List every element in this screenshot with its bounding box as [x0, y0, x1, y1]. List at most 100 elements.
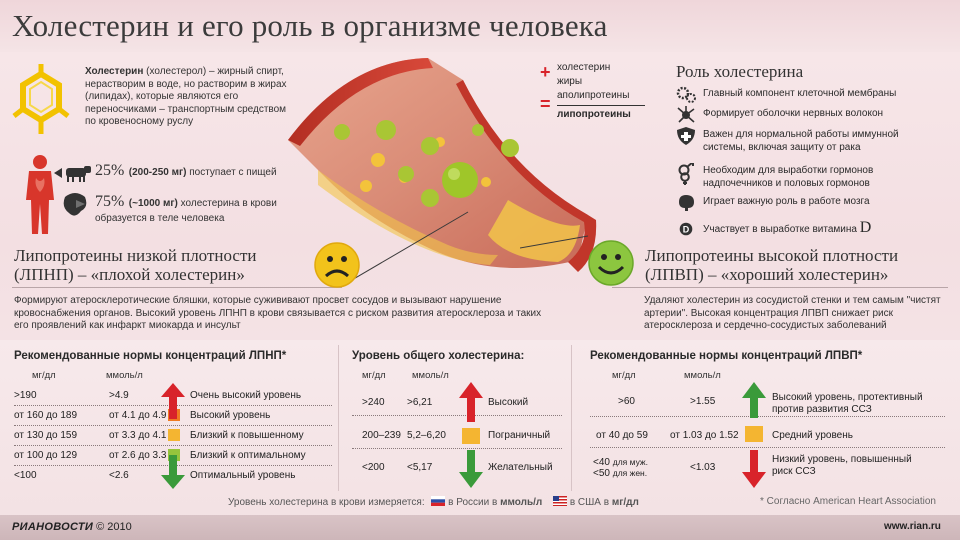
- hdl-table-title: Рекомендованные нормы концентраций ЛПВП*: [590, 350, 863, 362]
- ldl-heading: Липопротеины низкой плотности (ЛПНП) – «…: [14, 246, 257, 284]
- ldl-mmol-value: <2.6: [109, 470, 129, 481]
- ldl-scale-arrow: [161, 383, 185, 489]
- ldl-table-row: от 160 до 189 от 4.1 до 4.9 Высокий уровен…: [14, 410, 334, 424]
- measure-note: Уровень холестерина в крови измеряется: …: [228, 496, 639, 508]
- brain-icon: [679, 195, 694, 211]
- ldl-table-title: Рекомендованные нормы концентраций ЛПНП*: [14, 350, 287, 362]
- footer-brand: РИАНОВОСТИ © 2010: [12, 521, 132, 533]
- page-title: Холестерин и его роль в организме челове…: [12, 8, 608, 43]
- tables-area: [0, 340, 960, 515]
- hdl-table-row: >60 >1.55 Высокий уровень, протективный про…: [590, 392, 950, 424]
- total-col-mmol: ммоль/л: [412, 370, 449, 381]
- divider-right: [571, 345, 572, 491]
- total-table-row: <200 <5,17 Желательный: [352, 462, 562, 476]
- ldl-level-label: Высокий уровень: [190, 410, 271, 421]
- ldl-level-label: Близкий к повышенному: [190, 430, 304, 441]
- row-divider: [352, 448, 562, 449]
- ldl-mmol-value: >4.9: [109, 390, 129, 401]
- ldl-mg-value: от 160 до 189: [14, 410, 78, 421]
- artery-illustration: [288, 58, 597, 272]
- ldl-mmol-value: от 4.1 до 4.9: [109, 410, 167, 421]
- ldl-mmol-value: от 3.3 до 4.1: [109, 430, 167, 441]
- russia-flag-icon: [431, 496, 446, 506]
- body-share: 75% (~1000 мг) холестерина в крови образ…: [95, 193, 277, 224]
- hdl-scale-arrow: [742, 382, 766, 488]
- ldl-mmol-value: от 2.6 до 3.3: [109, 450, 167, 461]
- row-divider: [14, 425, 332, 426]
- hdl-col-mmol: ммоль/л: [684, 370, 721, 381]
- hdl-underline: [612, 287, 948, 288]
- total-mg-value: >240: [362, 397, 385, 408]
- total-level-label: Высокий: [488, 397, 529, 408]
- total-level-label: Пограничный: [488, 430, 551, 441]
- formula: + холестерин жиры аполипротеины = липопр…: [537, 61, 667, 122]
- ldl-mg-value: от 130 до 159: [14, 430, 78, 441]
- footer: [0, 515, 960, 540]
- total-mmol-value: <5,17: [407, 462, 433, 473]
- ldl-table-row: от 130 до 159 от 3.3 до 4.1 Близкий к повы…: [14, 430, 334, 444]
- row-divider: [14, 445, 332, 446]
- hdl-level-label: Высокий уровень, протективный против разв…: [772, 392, 923, 415]
- ldl-level-swatch: [168, 429, 180, 441]
- hdl-mmol-value: >1.55: [690, 396, 716, 407]
- total-scale-arrow: [459, 382, 483, 488]
- ldl-pointer-line: [340, 211, 469, 288]
- ldl-mg-value: >190: [14, 390, 37, 401]
- total-table-row: >240 >6,21 Высокий: [352, 397, 562, 411]
- total-table-row: 200–239 5,2–6,20 Пограничный: [352, 430, 562, 444]
- food-share: 25% (200-250 мг) поступает с пищей: [95, 162, 277, 179]
- ldl-mg-value: <100: [14, 470, 37, 481]
- cholesterol-definition: Холестерин (холестерол) – жирный спирт, …: [85, 66, 287, 127]
- equals-sign: =: [540, 94, 551, 114]
- sad-face-icon: [314, 242, 360, 288]
- hdl-level-label: Средний уровень: [772, 430, 853, 441]
- gender-icon: [678, 163, 694, 185]
- ldl-table-row: от 100 до 129 от 2.6 до 3.3 Близкий к опти…: [14, 450, 334, 464]
- title-bar: [0, 0, 960, 52]
- divider-left: [338, 345, 339, 491]
- hdl-description: Удаляют холестерин из сосудистой стенки …: [644, 295, 941, 331]
- row-divider: [590, 447, 945, 448]
- ldl-mg-value: от 100 до 129: [14, 450, 78, 461]
- hdl-pointer-line: [520, 235, 589, 249]
- hdl-table-row: <40 для муж. <50 для жен. <1.03 Низкий уров…: [590, 454, 950, 486]
- ldl-underline: [12, 287, 342, 288]
- ldl-level-label: Оптимальный уровень: [190, 470, 296, 481]
- total-table-title: Уровень общего холестерина:: [352, 350, 525, 362]
- ldl-table-row: >190 >4.9 Очень высокий уровень: [14, 390, 334, 404]
- roles-title: Роль холестерина: [676, 62, 804, 81]
- hdl-mmol-value: <1.03: [690, 462, 716, 473]
- ldl-level-label: Очень высокий уровень: [190, 390, 302, 401]
- plus-sign: +: [540, 62, 551, 82]
- hdl-mg-value: <40 для муж. <50 для жен.: [593, 457, 648, 479]
- source-note: * Согласно American Heart Association: [760, 496, 936, 507]
- total-col-mg: мг/дл: [362, 370, 386, 381]
- total-mmol-value: 5,2–6,20: [407, 430, 446, 441]
- human-body-icon: [26, 155, 54, 234]
- hdl-mg-value: от 40 до 59: [596, 430, 648, 441]
- row-divider: [352, 415, 562, 416]
- hdl-col-mg: мг/дл: [612, 370, 636, 381]
- ldl-level-label: Близкий к оптимальному: [190, 450, 306, 461]
- total-level-label: Желательный: [488, 462, 553, 473]
- hdl-heading: Липопротеины высокой плотности (ЛПВП) – …: [645, 246, 899, 284]
- hdl-mg-value: >60: [618, 396, 635, 407]
- row-divider: [590, 416, 945, 417]
- ldl-description: Формируют атеросклеротические бляшки, ко…: [14, 295, 542, 331]
- hdl-table-row: от 40 до 59 от 1.03 до 1.52 Средний уровен…: [590, 430, 950, 458]
- molecule-icon: [12, 64, 70, 134]
- organ-icon: [63, 193, 87, 216]
- usa-flag-icon: [553, 496, 568, 506]
- sun-icon: D: [679, 222, 693, 236]
- neuron-icon: [677, 106, 695, 123]
- total-mg-value: 200–239: [362, 430, 401, 441]
- hdl-level-label: Низкий уровень, повышенный риск ССЗ: [772, 454, 912, 477]
- shield-icon: [677, 127, 695, 145]
- ldl-table-row: <100 <2.6 Оптимальный уровень: [14, 470, 334, 484]
- footer-url: www.rian.ru: [884, 521, 941, 532]
- hdl-mmol-value: от 1.03 до 1.52: [670, 430, 739, 441]
- ldl-col-mg: мг/дл: [32, 370, 56, 381]
- svg-text:D: D: [683, 225, 690, 235]
- ldl-col-mmol: ммоль/л: [106, 370, 143, 381]
- total-mg-value: <200: [362, 462, 385, 473]
